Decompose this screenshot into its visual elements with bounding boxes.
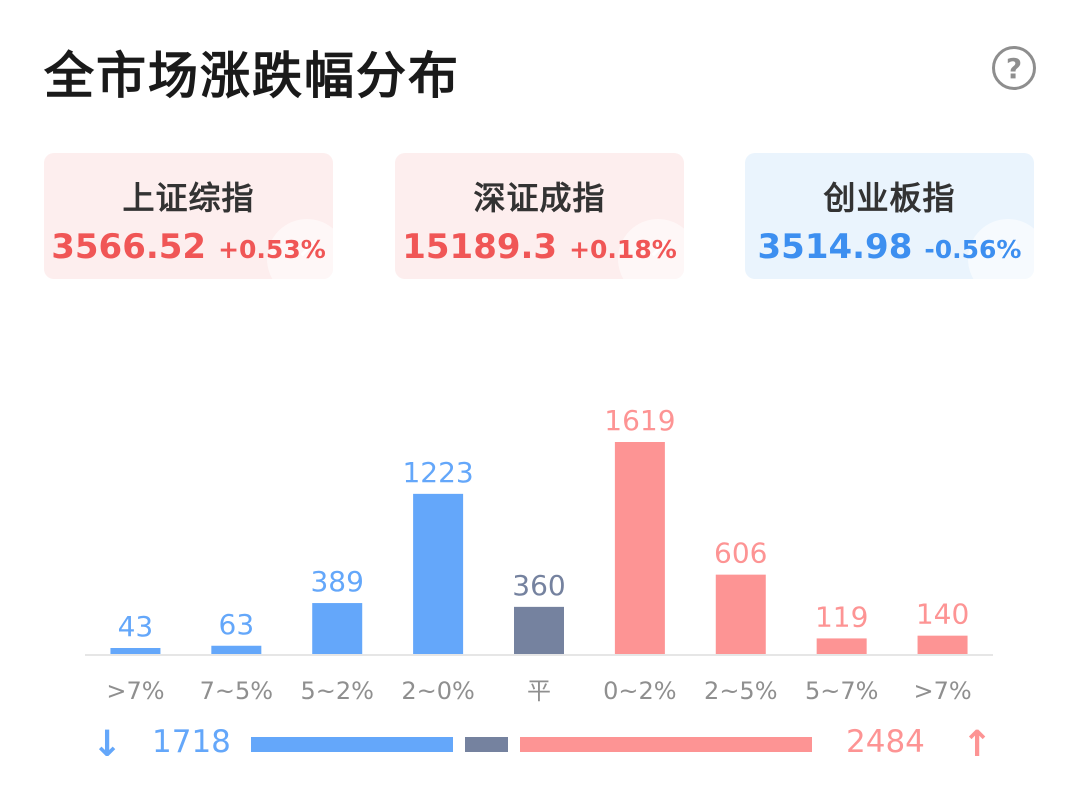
distribution-chart: 43 >7% 63 7~5% 389 5~2% 1223 2~0% 360 平 1619 0~2% 60…: [85, 404, 993, 705]
bar-value-label: 1619: [604, 404, 675, 437]
bar: [514, 606, 564, 654]
index-value: 3566.52: [51, 227, 207, 267]
bar: [211, 645, 262, 654]
flat-ratio-bar: [465, 737, 508, 752]
bar: [413, 493, 464, 654]
x-tick-label: 2~5%: [704, 677, 777, 705]
x-tick-label: 7~5%: [200, 677, 273, 705]
index-change: +0.53%: [218, 235, 326, 264]
bar-value-label: 140: [916, 598, 969, 631]
index-name: 上证综指: [122, 179, 255, 217]
up-ratio-bar: [519, 737, 812, 752]
index-name: 深证成指: [473, 179, 606, 217]
bar-value-label: 360: [512, 569, 565, 602]
bar: [110, 648, 161, 654]
bar: [614, 442, 665, 654]
bar-value-label: 389: [310, 565, 363, 598]
bar-value-label: 63: [219, 608, 255, 641]
index-card-chinext[interactable]: ↗ 创业板指 3514.98 -0.56%: [745, 153, 1034, 279]
index-change: -0.56%: [924, 235, 1022, 264]
bar-value-label: 119: [815, 600, 868, 633]
bar: [312, 603, 363, 654]
bar-value-label: 43: [118, 610, 154, 643]
bar-value-label: 606: [714, 537, 767, 570]
x-tick-label: 0~2%: [603, 677, 676, 705]
arrow-down-icon: ↓: [92, 724, 123, 765]
trend-arrow-icon: ↗: [998, 235, 1020, 265]
index-card-shanghai[interactable]: ↗ 上证综指 3566.52 +0.53%: [44, 153, 333, 279]
arrow-up-icon: ↑: [962, 724, 993, 765]
x-tick-label: 2~0%: [401, 677, 474, 705]
bar: [816, 638, 867, 654]
x-tick-label: 平: [527, 677, 551, 705]
bar-value-label: 1223: [402, 456, 473, 489]
up-count: 2484: [846, 724, 925, 760]
bar: [715, 574, 766, 654]
help-icon[interactable]: ?: [992, 46, 1036, 90]
index-change: +0.18%: [569, 235, 677, 264]
x-tick-label: >7%: [913, 677, 971, 705]
page-title: 全市场涨跌幅分布: [44, 47, 460, 105]
down-count: 1718: [152, 724, 231, 760]
trend-arrow-icon: ↗: [648, 235, 670, 265]
index-value: 15189.3: [402, 227, 558, 267]
trend-arrow-icon: ↗: [297, 235, 319, 265]
index-card-shenzhen[interactable]: ↗ 深证成指 15189.3 +0.18%: [395, 153, 684, 279]
index-name: 创业板指: [823, 179, 956, 217]
x-tick-label: 5~7%: [805, 677, 878, 705]
x-tick-label: >7%: [106, 677, 164, 705]
down-ratio-bar: [251, 737, 454, 752]
x-tick-label: 5~2%: [300, 677, 373, 705]
index-value: 3514.98: [757, 227, 913, 267]
bar: [917, 635, 968, 654]
